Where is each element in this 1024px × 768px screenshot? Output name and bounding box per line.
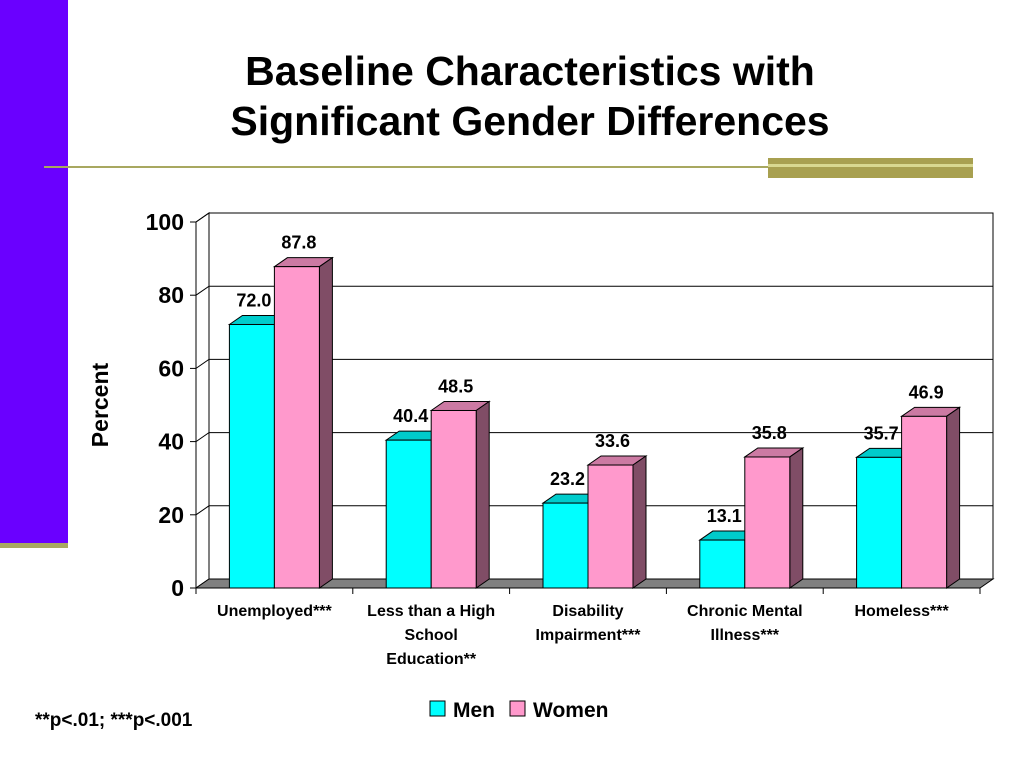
bar-side (789, 447, 804, 589)
title-line-1: Baseline Characteristics with (245, 48, 815, 94)
gridline (195, 505, 993, 516)
bar-front (228, 323, 275, 589)
x-tick-label: Disability (552, 603, 623, 620)
bar-front (430, 409, 477, 589)
data-label: 35.8 (752, 423, 787, 443)
bar-side (946, 406, 961, 589)
plot-side-wall (195, 212, 210, 589)
gridline (195, 285, 993, 296)
data-label: 23.2 (550, 469, 585, 489)
x-tick-label: School (405, 627, 458, 644)
legend-label-men: Men (453, 699, 495, 722)
gridline (195, 358, 993, 369)
bar-women (743, 447, 805, 589)
y-tick-label: 100 (146, 209, 184, 235)
y-tick-label: 40 (158, 429, 184, 455)
x-tick-label: Illness*** (711, 627, 780, 644)
title-rule-highlight (768, 164, 973, 167)
bar-side (475, 400, 490, 589)
x-tick-label: Education** (386, 651, 477, 668)
legend-label-women: Women (533, 699, 608, 722)
bar-front (856, 456, 903, 589)
data-label: 40.4 (393, 406, 428, 426)
bar-women (272, 256, 335, 589)
bar-side (632, 455, 647, 589)
y-tick-label: 20 (158, 502, 184, 528)
bar-front (385, 439, 432, 589)
bar-front (901, 415, 948, 589)
slide-title: Baseline Characteristics with Significan… (100, 46, 960, 146)
y-axis-label: Percent (87, 362, 113, 447)
bar-front (273, 266, 320, 589)
x-tick-label: Chronic Mental (687, 603, 803, 620)
bar-women (899, 406, 962, 589)
accent-bar-shadow (0, 543, 68, 548)
data-label: 72.0 (236, 290, 271, 310)
accent-bar (0, 0, 68, 546)
y-tick-label: 80 (158, 282, 184, 308)
gridline (195, 432, 993, 443)
footnote: **p<.01; ***p<.001 (35, 710, 193, 731)
title-rule-block (768, 158, 973, 178)
x-tick-label: Unemployed*** (217, 603, 332, 620)
x-tick-label: Homeless*** (854, 603, 949, 620)
legend-swatch-women (509, 700, 526, 717)
data-label: 35.7 (864, 423, 899, 443)
x-tick-label: Less than a High (367, 603, 495, 620)
legend: Men Women (429, 699, 608, 722)
data-label: 13.1 (707, 506, 742, 526)
data-label: 33.6 (595, 431, 630, 451)
bar-front (744, 456, 791, 589)
bar-women (429, 400, 491, 589)
title-rule (44, 166, 814, 168)
bar-side (318, 256, 333, 589)
bar-front (699, 539, 746, 589)
bar-front (542, 502, 589, 589)
y-tick-label: 60 (158, 355, 184, 381)
y-tick-label: 0 (171, 575, 184, 601)
bar-front (587, 464, 634, 589)
data-label: 48.5 (438, 376, 473, 396)
title-line-2: Significant Gender Differences (230, 98, 830, 144)
legend-swatch-men (429, 700, 446, 717)
data-label: 87.8 (281, 233, 316, 253)
data-label: 46.9 (909, 382, 944, 402)
gridline (195, 212, 993, 223)
bar-women (586, 455, 648, 589)
x-tick-label: Impairment*** (536, 627, 642, 644)
